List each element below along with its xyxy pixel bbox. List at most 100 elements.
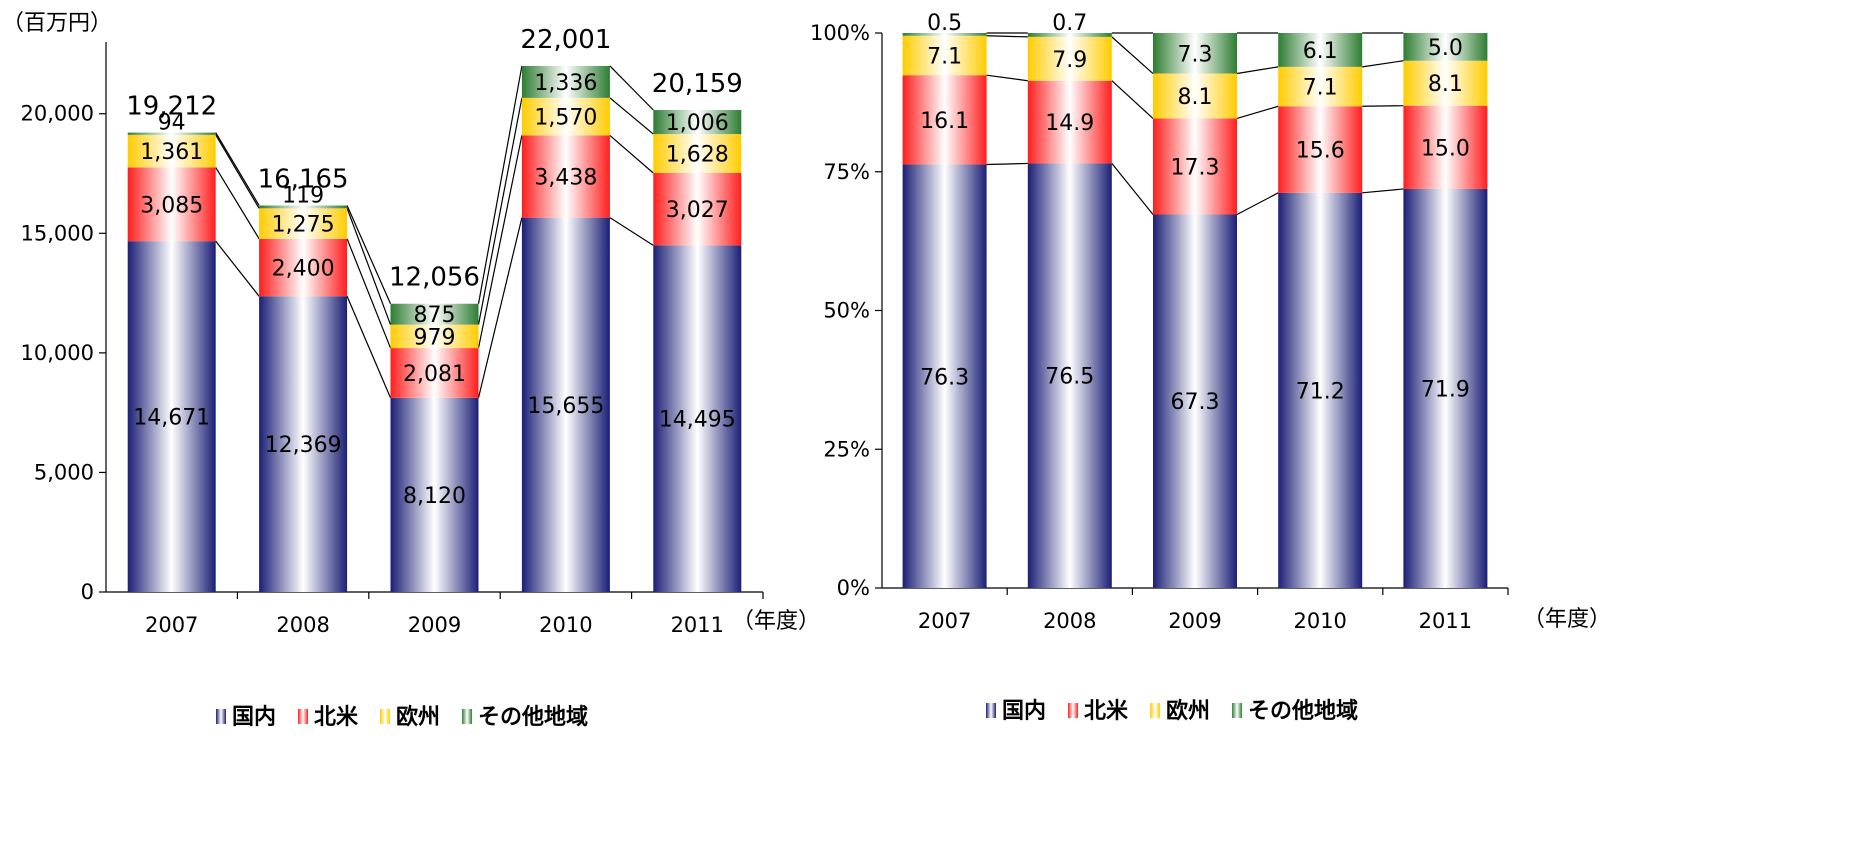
data-label: 17.3 (1171, 155, 1220, 180)
legend-swatch (1232, 703, 1243, 718)
data-label: 1,570 (534, 106, 597, 131)
data-label: 979 (414, 325, 456, 350)
bar-segment-2010-2 (521, 97, 610, 136)
bar-segment-2008-3 (259, 205, 348, 209)
series-connector-line (346, 295, 392, 399)
data-label: 1,275 (272, 213, 335, 238)
legend-swatch (986, 703, 996, 718)
data-label: 0.7 (1052, 11, 1087, 36)
series-connector-line (215, 134, 260, 209)
total-label: 22,001 (520, 25, 611, 55)
bar-segment-2010-0 (521, 217, 610, 593)
series-connector-line (477, 135, 523, 349)
y-tick-label: 20,000 (21, 102, 94, 126)
total-label: 20,159 (652, 69, 743, 99)
bar-segment-2008-0 (259, 296, 348, 592)
bar-segment-2007-1 (902, 75, 987, 165)
data-label: 67.3 (1171, 390, 1220, 415)
series-connector-line (477, 217, 523, 398)
series-connector-line (986, 35, 1028, 38)
bar-segment-2008-2 (259, 208, 348, 239)
bar-segment-2009-1 (390, 348, 479, 398)
legend-label: 北米 (1084, 699, 1129, 724)
left-legend: 国内 北米 欧州 その他地域 (216, 704, 588, 730)
data-label: 71.9 (1421, 377, 1470, 402)
bar-segment-2007-3 (127, 132, 216, 135)
bar-segment-2007-0 (127, 241, 216, 592)
legend-swatch (462, 709, 473, 724)
legend-label: その他地域 (478, 704, 588, 730)
data-label: 15.0 (1421, 136, 1470, 161)
legend-label: 欧州 (1166, 698, 1210, 724)
data-label: 875 (414, 303, 456, 328)
bar-segment-2010-2 (1278, 66, 1363, 107)
bar-segment-2007-2 (127, 134, 216, 168)
series-connector-line (215, 132, 260, 206)
data-label: 94 (158, 111, 186, 136)
series-connector-line (986, 162, 1028, 166)
x-tick-label: 2010 (539, 613, 592, 637)
data-label: 14,495 (659, 408, 736, 433)
series-connector-line (609, 217, 654, 246)
bar-segment-2010-0 (1278, 192, 1363, 588)
y-tick-label: 100% (810, 21, 870, 45)
series-connector-line (215, 167, 260, 240)
data-label: 15.6 (1296, 139, 1345, 164)
bar-segment-2010-3 (1278, 33, 1363, 67)
bar-segment-2010-1 (521, 135, 610, 218)
data-label: 3,027 (666, 198, 729, 223)
legend-label: 国内 (232, 705, 276, 730)
series-connector-line (609, 134, 654, 174)
data-label: 1,628 (666, 143, 729, 168)
legend-swatch (1150, 703, 1161, 718)
y-tick-label: 10,000 (21, 341, 94, 365)
series-connector-line (477, 65, 523, 304)
data-label: 1,336 (534, 71, 597, 96)
data-label: 16.1 (920, 109, 969, 134)
legend-swatch (298, 709, 309, 724)
bar-segment-2008-0 (1027, 163, 1112, 589)
data-label: 14.9 (1045, 111, 1094, 136)
series-connector-line (609, 65, 654, 111)
y-tick-label: 50% (823, 299, 870, 323)
bar-segment-2008-3 (1027, 33, 1112, 37)
bar-segment-2011-3 (1403, 33, 1488, 61)
data-label: 76.3 (920, 365, 969, 390)
left-x-unit-label: （年度） (732, 609, 820, 634)
bar-segment-2011-3 (653, 110, 742, 135)
bar-segment-2010-1 (1278, 106, 1363, 193)
x-tick-label: 2011 (1419, 609, 1472, 633)
data-label: 1,361 (140, 140, 203, 165)
legend-label: その他地域 (1248, 698, 1358, 724)
data-label: 3,438 (534, 166, 597, 191)
data-label: 8.1 (1428, 72, 1463, 97)
data-label: 2,400 (272, 257, 335, 282)
bar-segment-2011-1 (653, 172, 742, 246)
bar-segment-2007-0 (902, 164, 987, 588)
total-label: 16,165 (258, 164, 349, 194)
x-tick-label: 2007 (918, 609, 971, 633)
bar-segment-2009-3 (1153, 33, 1237, 74)
bar-segment-2009-2 (390, 324, 479, 349)
data-label: 119 (282, 183, 324, 208)
series-connector-line (1236, 105, 1279, 120)
legend-swatch (216, 709, 226, 724)
data-label: 7.1 (1303, 76, 1338, 101)
y-tick-label: 25% (823, 437, 870, 461)
data-label: 2,081 (403, 362, 466, 387)
right-legend: 国内 北米 欧州 その他地域 (986, 698, 1358, 724)
bar-segment-2007-2 (902, 35, 987, 76)
data-label: 7.1 (927, 44, 962, 69)
series-connector-line (1362, 105, 1404, 107)
data-label: 0.5 (927, 11, 962, 36)
x-tick-label: 2009 (1168, 609, 1221, 633)
data-label: 7.9 (1052, 48, 1087, 73)
data-label: 7.3 (1178, 42, 1213, 67)
series-connector-line (346, 208, 392, 325)
bar-segment-2009-0 (1153, 214, 1237, 589)
data-label: 71.2 (1296, 379, 1345, 404)
bar-segment-2007-3 (902, 33, 987, 36)
x-tick-label: 2007 (145, 613, 198, 637)
series-connector-line (477, 97, 523, 325)
